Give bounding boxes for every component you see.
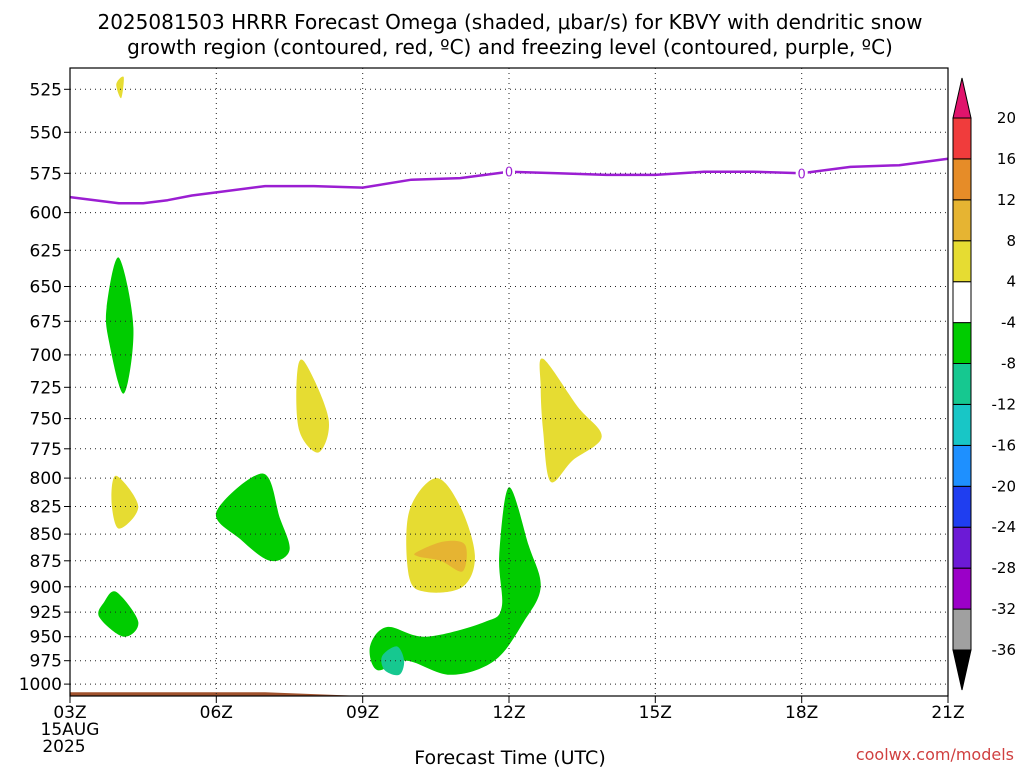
omega-region-5 [215, 473, 290, 562]
colorbar-label-1: -32 [992, 600, 1017, 618]
omega-region-2 [296, 359, 330, 453]
colorbar-segment-9 [952, 281, 972, 324]
x-tick-label-15Z: 15Z [639, 703, 672, 723]
x-tick-label-12Z: 12Z [492, 703, 525, 723]
y-tick-label-625: 625 [30, 241, 62, 261]
x-tick-label-03Z: 03Z [53, 703, 86, 723]
colorbar-label-12: 16 [997, 150, 1016, 168]
omega-shading-layer [70, 76, 948, 696]
y-tick-label-950: 950 [30, 628, 62, 648]
colorbar-segment-4 [952, 485, 972, 528]
y-tick-label-825: 825 [30, 498, 62, 518]
omega-region-4 [111, 475, 139, 529]
x-tick-label-18Z: 18Z [785, 703, 818, 723]
x-date-label-year: 2025 [42, 737, 85, 757]
colorbar-segment-7 [952, 363, 972, 405]
omega-region-8 [98, 591, 139, 637]
colorbar-label-7: -8 [1001, 355, 1016, 373]
credit-text: coolwx.com/models [856, 745, 1014, 764]
colorbar-label-4: -20 [992, 477, 1017, 495]
colorbar-label-13: 20 [997, 109, 1016, 127]
colorbar: -36 -32 -28 -24 -20 -16 -12 -8 -4 4 8 12 16 20 [952, 77, 1017, 691]
colorbar-segment-11 [952, 199, 972, 242]
colorbar-label-3: -24 [992, 518, 1017, 536]
y-tick-label-875: 875 [30, 552, 62, 572]
y-tick-label-850: 850 [30, 525, 62, 545]
freezing-label-bg-0 [503, 164, 515, 179]
y-tick-label-575: 575 [30, 164, 62, 184]
colorbar-segment-8 [952, 322, 972, 365]
y-tick-label-675: 675 [30, 312, 62, 332]
colorbar-label-11: 12 [997, 191, 1016, 209]
x-tick-label-21Z: 21Z [931, 703, 964, 723]
colorbar-segment-1 [952, 608, 972, 651]
y-tick-label-600: 600 [30, 204, 62, 224]
y-tick-label-775: 775 [30, 440, 62, 460]
omega-region-3 [539, 358, 602, 483]
freezing-level-line [69, 157, 949, 205]
freezing-level-label-1: 0 [798, 167, 806, 182]
colorbar-label-8: -4 [1001, 314, 1016, 332]
y-tick-label-750: 750 [30, 410, 62, 430]
colorbar-segment-6 [952, 404, 972, 446]
chart-title-line2: growth region (contoured, red, ºC) and f… [127, 35, 893, 59]
freezing-level-label-0: 0 [505, 166, 513, 181]
freezing-label-bg-1 [795, 166, 808, 181]
colorbar-label-9: 4 [1006, 273, 1016, 291]
colorbar-label-2: -28 [992, 559, 1017, 577]
y-tick-label-725: 725 [30, 378, 62, 398]
y-tick-label-650: 650 [30, 278, 62, 298]
y-tick-label-700: 700 [30, 346, 62, 366]
colorbar-label-0: -36 [992, 641, 1017, 659]
y-tick-label-550: 550 [30, 123, 62, 143]
colorbar-label-10: 8 [1006, 232, 1016, 250]
omega-region-10 [381, 646, 405, 676]
y-tick-label-925: 925 [30, 603, 62, 623]
omega-region-7 [414, 540, 467, 572]
y-tick-label-900: 900 [30, 578, 62, 598]
x-axis-label: Forecast Time (UTC) [414, 747, 605, 768]
colorbar-segment-5 [952, 444, 972, 487]
chart-title-line1: 2025081503 HRRR Forecast Omega (shaded, … [97, 10, 922, 34]
colorbar-segment-3 [952, 526, 972, 569]
y-tick-label-1000: 1000 [19, 675, 62, 695]
colorbar-label-6: -12 [992, 396, 1017, 414]
omega-region-9 [369, 487, 541, 675]
omega-region-0 [116, 76, 124, 99]
colorbar-segment-10 [952, 240, 972, 283]
y-tick-label-800: 800 [30, 469, 62, 489]
colorbar-segment-14 [952, 77, 972, 119]
colorbar-segment-2 [952, 567, 972, 610]
colorbar-segment-12 [952, 158, 972, 201]
y-tick-label-975: 975 [30, 652, 62, 672]
colorbar-segment-13 [952, 117, 972, 160]
x-tick-label-06Z: 06Z [200, 703, 233, 723]
omega-region-1 [105, 257, 134, 394]
x-tick-label-09Z: 09Z [346, 703, 379, 723]
axes-layer: 525 550 575 600 625 650 675 700 725 750 775 800 825 8… [19, 67, 965, 723]
ground-surface [70, 692, 948, 696]
x-date-label-day: 15AUG [41, 720, 100, 740]
y-tick-label-525: 525 [30, 80, 62, 100]
colorbar-label-5: -16 [992, 436, 1017, 454]
